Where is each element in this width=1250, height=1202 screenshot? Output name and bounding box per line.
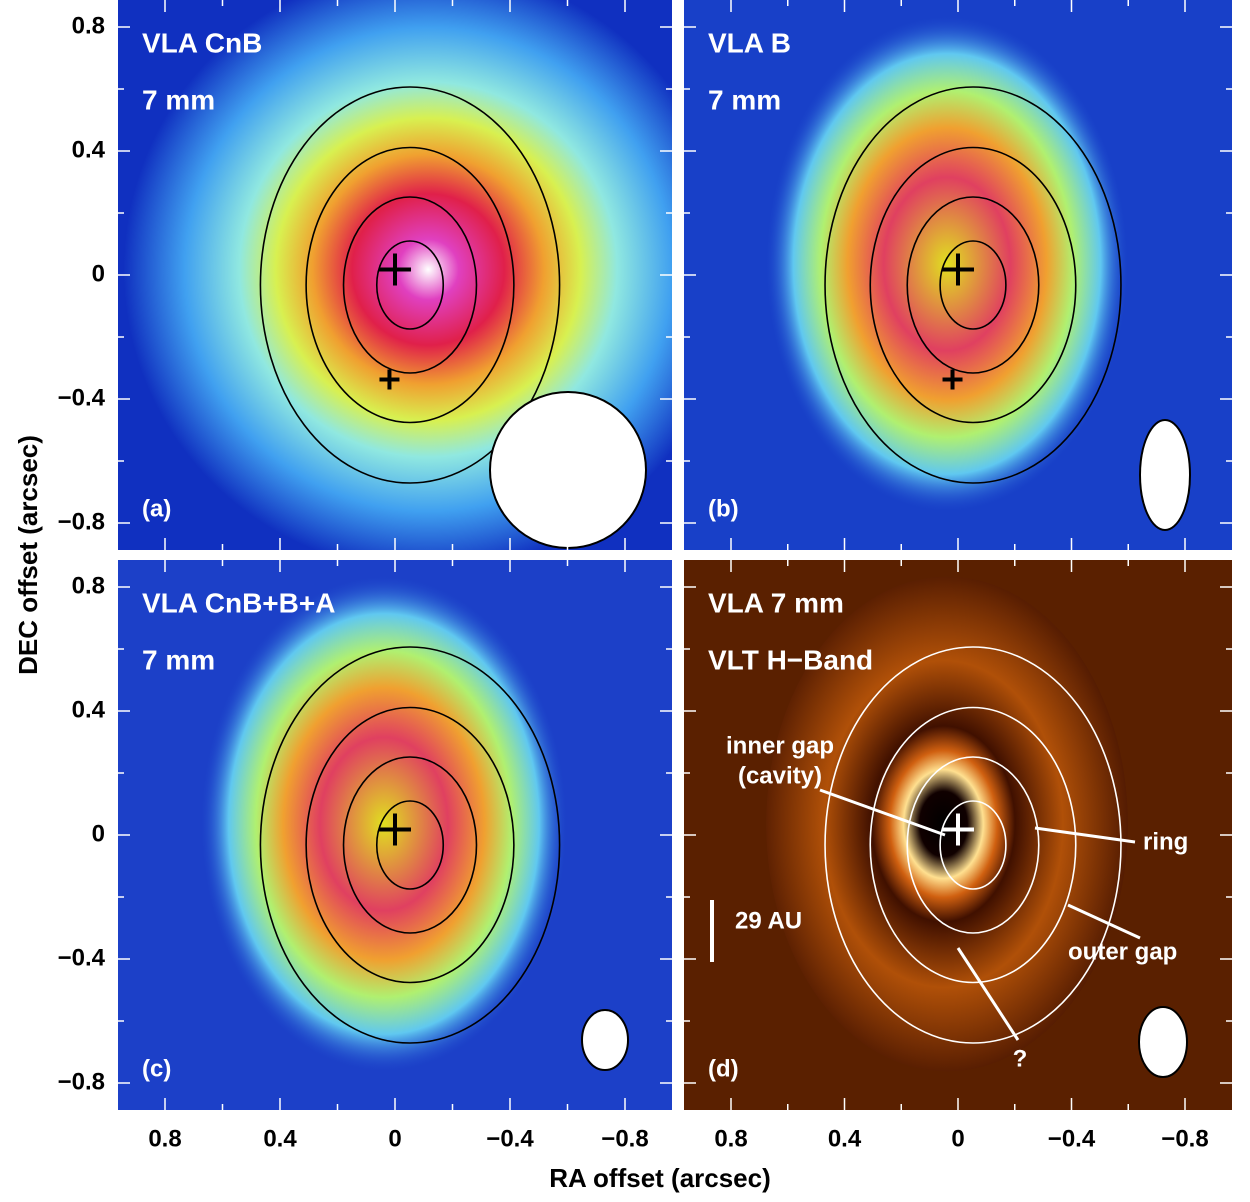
panel-title: 7 mm — [142, 644, 215, 675]
panel-title: VLA CnB+B+A — [142, 587, 335, 618]
beam — [490, 392, 646, 548]
panel-label: (a) — [142, 495, 171, 522]
beam — [1139, 1007, 1187, 1077]
y-tick-label: 0 — [92, 820, 105, 847]
panel-title: 7 mm — [142, 84, 215, 115]
x-axis-title: RA offset (arcsec) — [549, 1163, 771, 1193]
beam — [582, 1010, 628, 1070]
y-tick-label: 0.8 — [72, 12, 105, 39]
annotation: inner gap — [726, 732, 834, 759]
y-tick-label: −0.4 — [58, 384, 106, 411]
x-tick-label: −0.4 — [486, 1125, 534, 1152]
y-tick-label: −0.8 — [58, 1068, 105, 1095]
panel-title: VLA CnB — [142, 27, 262, 58]
annotation: 29 AU — [735, 907, 802, 934]
x-tick-label: 0.4 — [263, 1125, 297, 1152]
x-tick-label: 0 — [951, 1125, 964, 1152]
x-tick-label: −0.8 — [601, 1125, 648, 1152]
x-tick-label: 0 — [388, 1125, 401, 1152]
x-tick-label: 0.8 — [714, 1125, 747, 1152]
y-axis-title: DEC offset (arcsec) — [13, 435, 43, 675]
annotation: (cavity) — [738, 762, 822, 789]
panel-title: VLT H−Band — [708, 644, 873, 675]
y-tick-label: 0 — [92, 260, 105, 287]
x-tick-label: 0.4 — [828, 1125, 862, 1152]
y-tick-label: 0.4 — [72, 696, 106, 723]
y-tick-label: 0.4 — [72, 136, 106, 163]
y-tick-label: −0.4 — [58, 944, 106, 971]
panel-title: VLA 7 mm — [708, 587, 844, 618]
annotation: outer gap — [1068, 938, 1177, 965]
x-tick-label: −0.8 — [1161, 1125, 1208, 1152]
annotation: ? — [1013, 1045, 1028, 1072]
figure: VLA CnB 7 mm (a) 0.8 0.4 0 −0.4 −0.8 VLA B 7 mm (b… — [0, 0, 1250, 1197]
x-tick-label: 0.8 — [148, 1125, 181, 1152]
panel-label: (d) — [708, 1055, 739, 1082]
y-tick-label: 0.8 — [72, 572, 105, 599]
y-tick-label: −0.8 — [58, 508, 105, 535]
panel-title: VLA B — [708, 27, 791, 58]
panel-title: 7 mm — [708, 84, 781, 115]
x-tick-label: −0.4 — [1048, 1125, 1096, 1152]
beam — [1140, 420, 1190, 530]
panel-label: (b) — [708, 495, 739, 522]
panel-label: (c) — [142, 1055, 171, 1082]
annotation: ring — [1143, 828, 1188, 855]
